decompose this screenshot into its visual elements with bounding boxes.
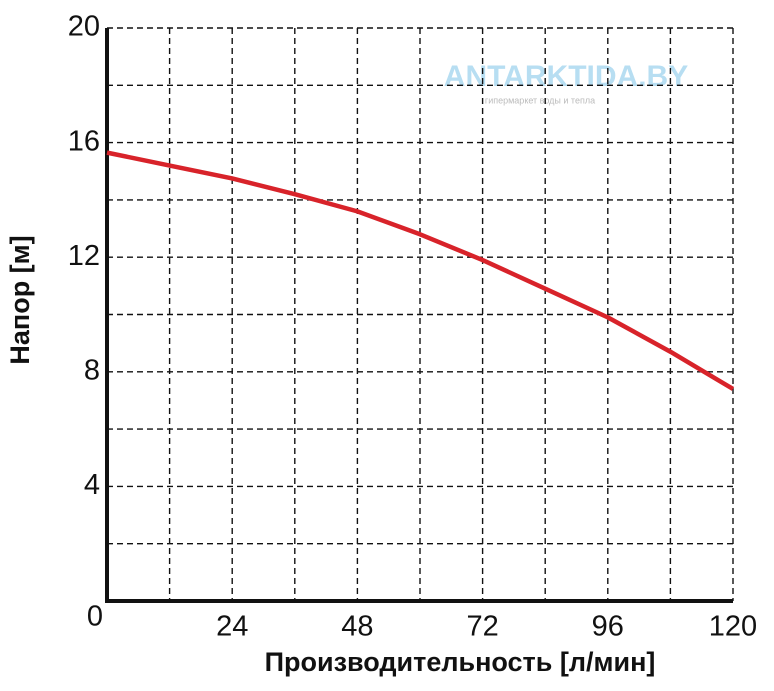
x-tick-label: 48 — [341, 611, 373, 643]
y-tick-label: 12 — [68, 240, 100, 272]
data-line — [106, 150, 735, 391]
x-tick-label: 72 — [466, 611, 498, 643]
x-axis-title: Производительность [л/мин] — [265, 647, 656, 677]
y-axis-title: Напор [м] — [5, 235, 35, 364]
x-tick-label: 96 — [592, 611, 624, 643]
x-tick-label: 120 — [709, 611, 757, 643]
y-tick-label: 8 — [84, 354, 100, 386]
y-tick-label: 16 — [68, 125, 100, 157]
watermark: ANTARKTIDA.BY — [444, 60, 688, 93]
x-tick-label: 0 — [87, 601, 103, 633]
x-tick-label: 24 — [216, 611, 248, 643]
y-tick-label: 20 — [68, 11, 100, 43]
y-tick-label: 4 — [84, 469, 100, 501]
watermark-subtitle: гипермаркет воды и тепла — [485, 95, 595, 105]
